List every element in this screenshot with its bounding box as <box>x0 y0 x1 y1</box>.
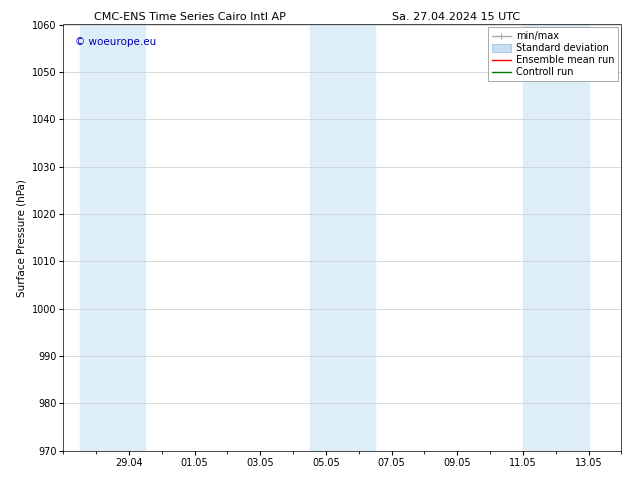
Text: CMC-ENS Time Series Cairo Intl AP: CMC-ENS Time Series Cairo Intl AP <box>94 12 286 22</box>
Y-axis label: Surface Pressure (hPa): Surface Pressure (hPa) <box>16 179 26 296</box>
Bar <box>80 24 145 451</box>
Text: © woeurope.eu: © woeurope.eu <box>75 37 156 48</box>
Bar <box>523 24 588 451</box>
Legend: min/max, Standard deviation, Ensemble mean run, Controll run: min/max, Standard deviation, Ensemble me… <box>488 27 618 81</box>
Text: Sa. 27.04.2024 15 UTC: Sa. 27.04.2024 15 UTC <box>392 12 521 22</box>
Bar <box>309 24 375 451</box>
